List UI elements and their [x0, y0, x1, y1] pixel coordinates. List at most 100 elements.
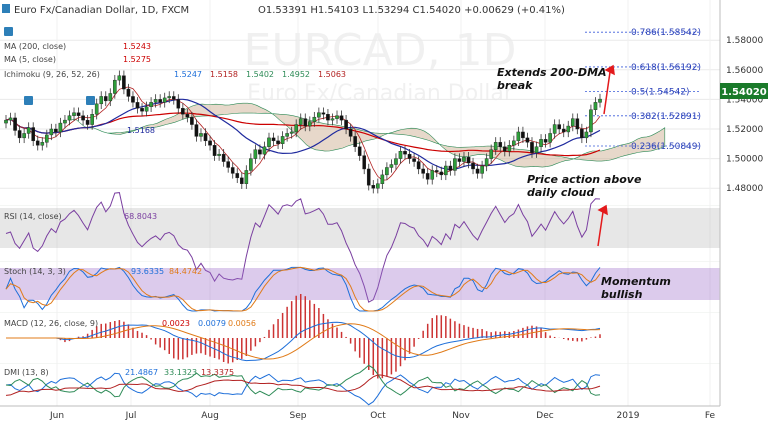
candle-body[interactable]	[534, 146, 539, 153]
candle-body[interactable]	[416, 161, 421, 170]
candle-body[interactable]	[326, 113, 330, 121]
candle-body[interactable]	[344, 119, 348, 130]
settings-icon[interactable]	[24, 96, 33, 105]
candle-body[interactable]	[516, 131, 521, 142]
candle-body[interactable]	[176, 99, 181, 109]
candle-body[interactable]	[439, 171, 444, 176]
candle-body[interactable]	[294, 124, 298, 133]
candle-body[interactable]	[35, 140, 40, 146]
candle-body[interactable]	[239, 177, 244, 184]
candlestick-series[interactable]	[4, 70, 602, 194]
candle-body[interactable]	[366, 168, 371, 186]
candle-body[interactable]	[81, 115, 85, 121]
candle-body[interactable]	[403, 150, 407, 155]
candle-body[interactable]	[471, 162, 475, 170]
candle-body[interactable]	[412, 158, 416, 162]
candle-body[interactable]	[457, 158, 462, 162]
candle-body[interactable]	[385, 167, 389, 176]
candle-body[interactable]	[475, 168, 480, 174]
candle-body[interactable]	[135, 102, 140, 109]
candle-body[interactable]	[348, 128, 353, 137]
candle-body[interactable]	[339, 115, 344, 121]
candle-body[interactable]	[158, 99, 162, 103]
candle-body[interactable]	[17, 130, 22, 139]
candle-body[interactable]	[448, 165, 453, 171]
candle-body[interactable]	[54, 128, 58, 133]
candle-body[interactable]	[575, 118, 580, 130]
candle-body[interactable]	[507, 145, 512, 152]
candle-body[interactable]	[321, 112, 326, 115]
candle-body[interactable]	[389, 164, 394, 168]
candle-body[interactable]	[444, 165, 448, 176]
candle-body[interactable]	[149, 102, 153, 108]
candle-body[interactable]	[493, 142, 498, 150]
candle-body[interactable]	[67, 115, 72, 121]
candle-body[interactable]	[244, 170, 249, 184]
candle-body[interactable]	[144, 106, 149, 112]
candle-body[interactable]	[162, 97, 167, 103]
candle-body[interactable]	[230, 167, 235, 174]
candle-body[interactable]	[194, 124, 199, 137]
candle-body[interactable]	[502, 146, 507, 152]
candle-body[interactable]	[394, 158, 398, 165]
candle-body[interactable]	[76, 112, 81, 116]
candle-body[interactable]	[72, 112, 76, 116]
candle-body[interactable]	[99, 96, 104, 105]
candle-body[interactable]	[122, 75, 126, 90]
settings-icon[interactable]	[4, 27, 13, 36]
candle-body[interactable]	[584, 131, 589, 139]
candle-body[interactable]	[308, 121, 312, 127]
candle-body[interactable]	[362, 155, 367, 170]
candle-body[interactable]	[126, 88, 131, 97]
candle-body[interactable]	[94, 103, 99, 115]
candle-body[interactable]	[298, 118, 303, 125]
candle-body[interactable]	[117, 75, 122, 81]
candle-body[interactable]	[525, 137, 530, 143]
candle-body[interactable]	[521, 131, 525, 139]
candle-body[interactable]	[407, 153, 412, 159]
candle-body[interactable]	[58, 122, 63, 133]
candle-body[interactable]	[167, 96, 172, 99]
candle-body[interactable]	[484, 158, 489, 167]
candle-body[interactable]	[543, 139, 548, 143]
candle-body[interactable]	[312, 116, 317, 122]
candle-body[interactable]	[253, 149, 258, 159]
candle-body[interactable]	[498, 142, 503, 147]
candle-body[interactable]	[203, 133, 208, 142]
candle-body[interactable]	[217, 153, 221, 156]
candle-body[interactable]	[462, 156, 466, 162]
candle-body[interactable]	[113, 79, 117, 94]
candle-body[interactable]	[353, 136, 357, 147]
candle-body[interactable]	[280, 136, 285, 144]
candle-body[interactable]	[303, 118, 308, 127]
candle-body[interactable]	[566, 125, 571, 133]
candle-body[interactable]	[212, 145, 217, 156]
candle-body[interactable]	[45, 134, 49, 143]
candle-body[interactable]	[190, 116, 194, 125]
candle-body[interactable]	[453, 158, 457, 171]
candle-body[interactable]	[271, 137, 276, 142]
candle-body[interactable]	[208, 140, 212, 146]
candle-body[interactable]	[425, 173, 430, 180]
candle-body[interactable]	[466, 156, 471, 164]
candle-body[interactable]	[561, 128, 566, 133]
candle-body[interactable]	[430, 170, 435, 180]
candle-body[interactable]	[49, 128, 54, 136]
candle-body[interactable]	[548, 133, 552, 143]
candle-body[interactable]	[153, 99, 158, 103]
candle-body[interactable]	[13, 117, 17, 131]
candle-body[interactable]	[557, 124, 561, 130]
candle-body[interactable]	[181, 108, 185, 115]
candle-body[interactable]	[221, 153, 226, 162]
candle-body[interactable]	[8, 117, 13, 121]
settings-icon[interactable]	[86, 96, 95, 105]
candle-body[interactable]	[185, 113, 190, 118]
candle-body[interactable]	[249, 158, 253, 171]
candle-body[interactable]	[171, 96, 176, 100]
candle-body[interactable]	[289, 131, 294, 134]
candle-body[interactable]	[421, 168, 425, 174]
candle-body[interactable]	[4, 119, 8, 124]
candle-body[interactable]	[267, 137, 271, 147]
candle-body[interactable]	[512, 140, 516, 146]
